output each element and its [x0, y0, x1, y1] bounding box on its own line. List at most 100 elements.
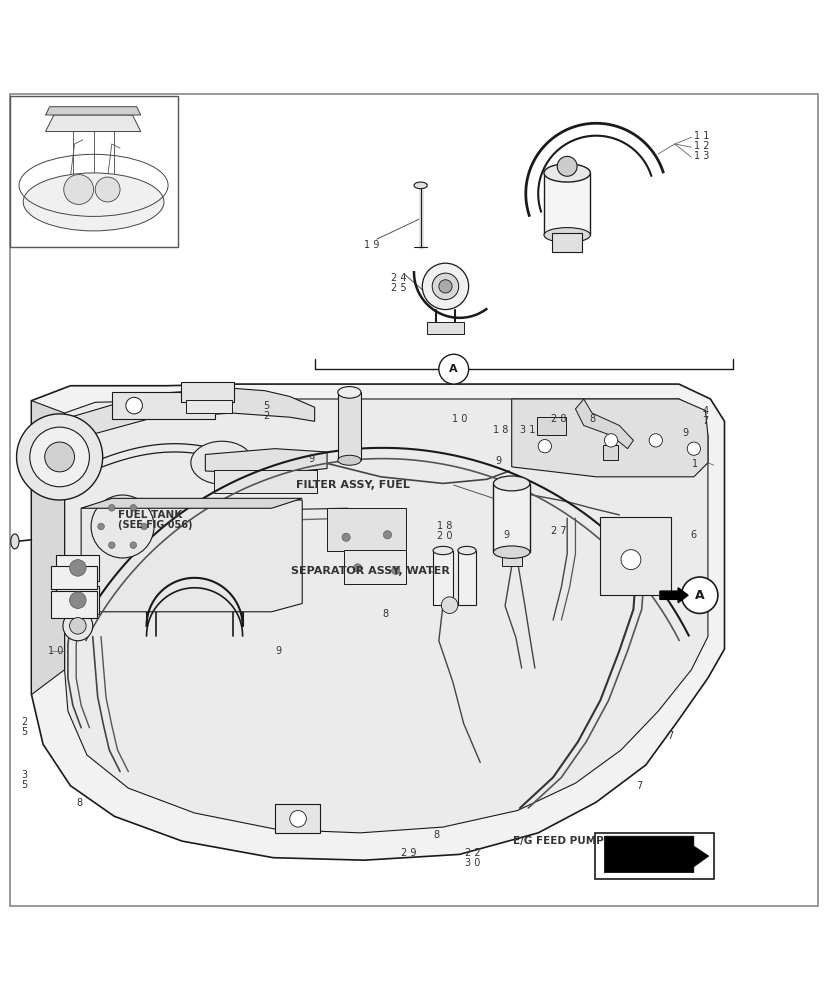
Text: 9: 9	[275, 646, 280, 656]
Circle shape	[69, 618, 86, 634]
Polygon shape	[60, 388, 314, 457]
Ellipse shape	[11, 534, 19, 549]
Polygon shape	[31, 401, 65, 695]
Bar	[112, 392, 215, 419]
Circle shape	[130, 542, 136, 548]
Circle shape	[69, 560, 86, 576]
Text: 9: 9	[503, 530, 509, 540]
Ellipse shape	[337, 387, 361, 398]
Ellipse shape	[543, 164, 590, 182]
Bar	[602, 445, 617, 460]
Text: 2 0: 2 0	[437, 531, 452, 541]
Polygon shape	[45, 115, 141, 132]
Text: 1 0: 1 0	[452, 414, 467, 424]
Text: 2 9: 2 9	[400, 848, 416, 858]
Circle shape	[30, 427, 89, 487]
Text: 2 4: 2 4	[390, 273, 406, 283]
Text: 1 2: 1 2	[693, 141, 709, 151]
Text: 1 8: 1 8	[437, 521, 452, 531]
Text: 1 8: 1 8	[493, 425, 509, 435]
Circle shape	[17, 414, 103, 500]
Text: E/G FEED PUMP: E/G FEED PUMP	[513, 836, 604, 846]
Text: 9: 9	[308, 454, 313, 464]
Bar	[213, 470, 317, 493]
Circle shape	[432, 273, 458, 300]
Bar	[337, 392, 361, 460]
Text: 3 1: 3 1	[519, 425, 535, 435]
Circle shape	[126, 397, 142, 414]
Polygon shape	[205, 449, 327, 474]
Bar	[51, 591, 97, 618]
Text: 7: 7	[701, 416, 708, 426]
Ellipse shape	[493, 546, 529, 558]
Text: (SEE FIG 056): (SEE FIG 056)	[117, 520, 192, 530]
Text: 8: 8	[589, 414, 595, 424]
Bar	[427, 322, 463, 334]
Circle shape	[353, 564, 361, 572]
Ellipse shape	[457, 546, 476, 555]
Circle shape	[557, 156, 576, 176]
Text: SEPARATOR ASSY, WATER: SEPARATOR ASSY, WATER	[291, 566, 450, 576]
Ellipse shape	[433, 546, 452, 555]
Text: 6: 6	[690, 530, 696, 540]
Circle shape	[391, 566, 399, 575]
Circle shape	[686, 442, 700, 455]
Text: FILTER ASSY, FUEL: FILTER ASSY, FUEL	[296, 480, 410, 490]
Text: 1 9: 1 9	[364, 240, 380, 250]
Polygon shape	[511, 399, 707, 477]
Bar	[433, 551, 452, 605]
FancyArrow shape	[659, 588, 687, 603]
Text: 5: 5	[22, 780, 28, 790]
Text: 8: 8	[382, 609, 388, 619]
Polygon shape	[81, 498, 302, 508]
Text: A: A	[694, 589, 704, 602]
Text: 2: 2	[22, 717, 28, 727]
Text: 9: 9	[495, 456, 500, 466]
Ellipse shape	[191, 441, 253, 484]
Text: 8: 8	[76, 798, 82, 808]
Polygon shape	[45, 107, 141, 115]
Circle shape	[342, 533, 350, 541]
Bar	[457, 551, 476, 605]
Circle shape	[383, 531, 391, 539]
Bar	[327, 508, 405, 551]
Text: 2 7: 2 7	[551, 526, 566, 536]
Ellipse shape	[23, 173, 164, 231]
Circle shape	[289, 810, 306, 827]
Text: 7: 7	[667, 731, 673, 741]
Circle shape	[91, 495, 154, 558]
Circle shape	[438, 280, 452, 293]
Bar	[51, 566, 97, 589]
Bar	[10, 96, 178, 247]
Circle shape	[108, 542, 115, 548]
Polygon shape	[604, 836, 708, 873]
Bar	[180, 382, 234, 402]
Text: 3: 3	[22, 770, 27, 780]
Ellipse shape	[543, 228, 590, 242]
Circle shape	[63, 611, 93, 641]
Text: FUEL TANK: FUEL TANK	[117, 510, 182, 520]
Polygon shape	[81, 500, 302, 612]
Text: 7: 7	[635, 781, 642, 791]
Polygon shape	[575, 399, 633, 449]
Text: 1 3: 1 3	[693, 151, 709, 161]
Circle shape	[538, 440, 551, 453]
Text: 1: 1	[691, 459, 697, 469]
Bar	[543, 173, 590, 235]
Text: 5: 5	[22, 727, 28, 737]
Circle shape	[45, 442, 74, 472]
Circle shape	[648, 434, 662, 447]
Circle shape	[604, 434, 617, 447]
Ellipse shape	[337, 455, 361, 465]
Bar	[536, 417, 565, 435]
Circle shape	[69, 592, 86, 608]
Text: 2: 2	[263, 411, 270, 421]
Text: 2 5: 2 5	[390, 283, 406, 293]
Text: 2 2: 2 2	[465, 848, 480, 858]
Circle shape	[130, 505, 136, 511]
Bar	[594, 833, 713, 879]
Circle shape	[620, 550, 640, 570]
Bar	[56, 555, 99, 581]
Text: 2 8: 2 8	[551, 414, 566, 424]
Bar	[275, 804, 320, 833]
